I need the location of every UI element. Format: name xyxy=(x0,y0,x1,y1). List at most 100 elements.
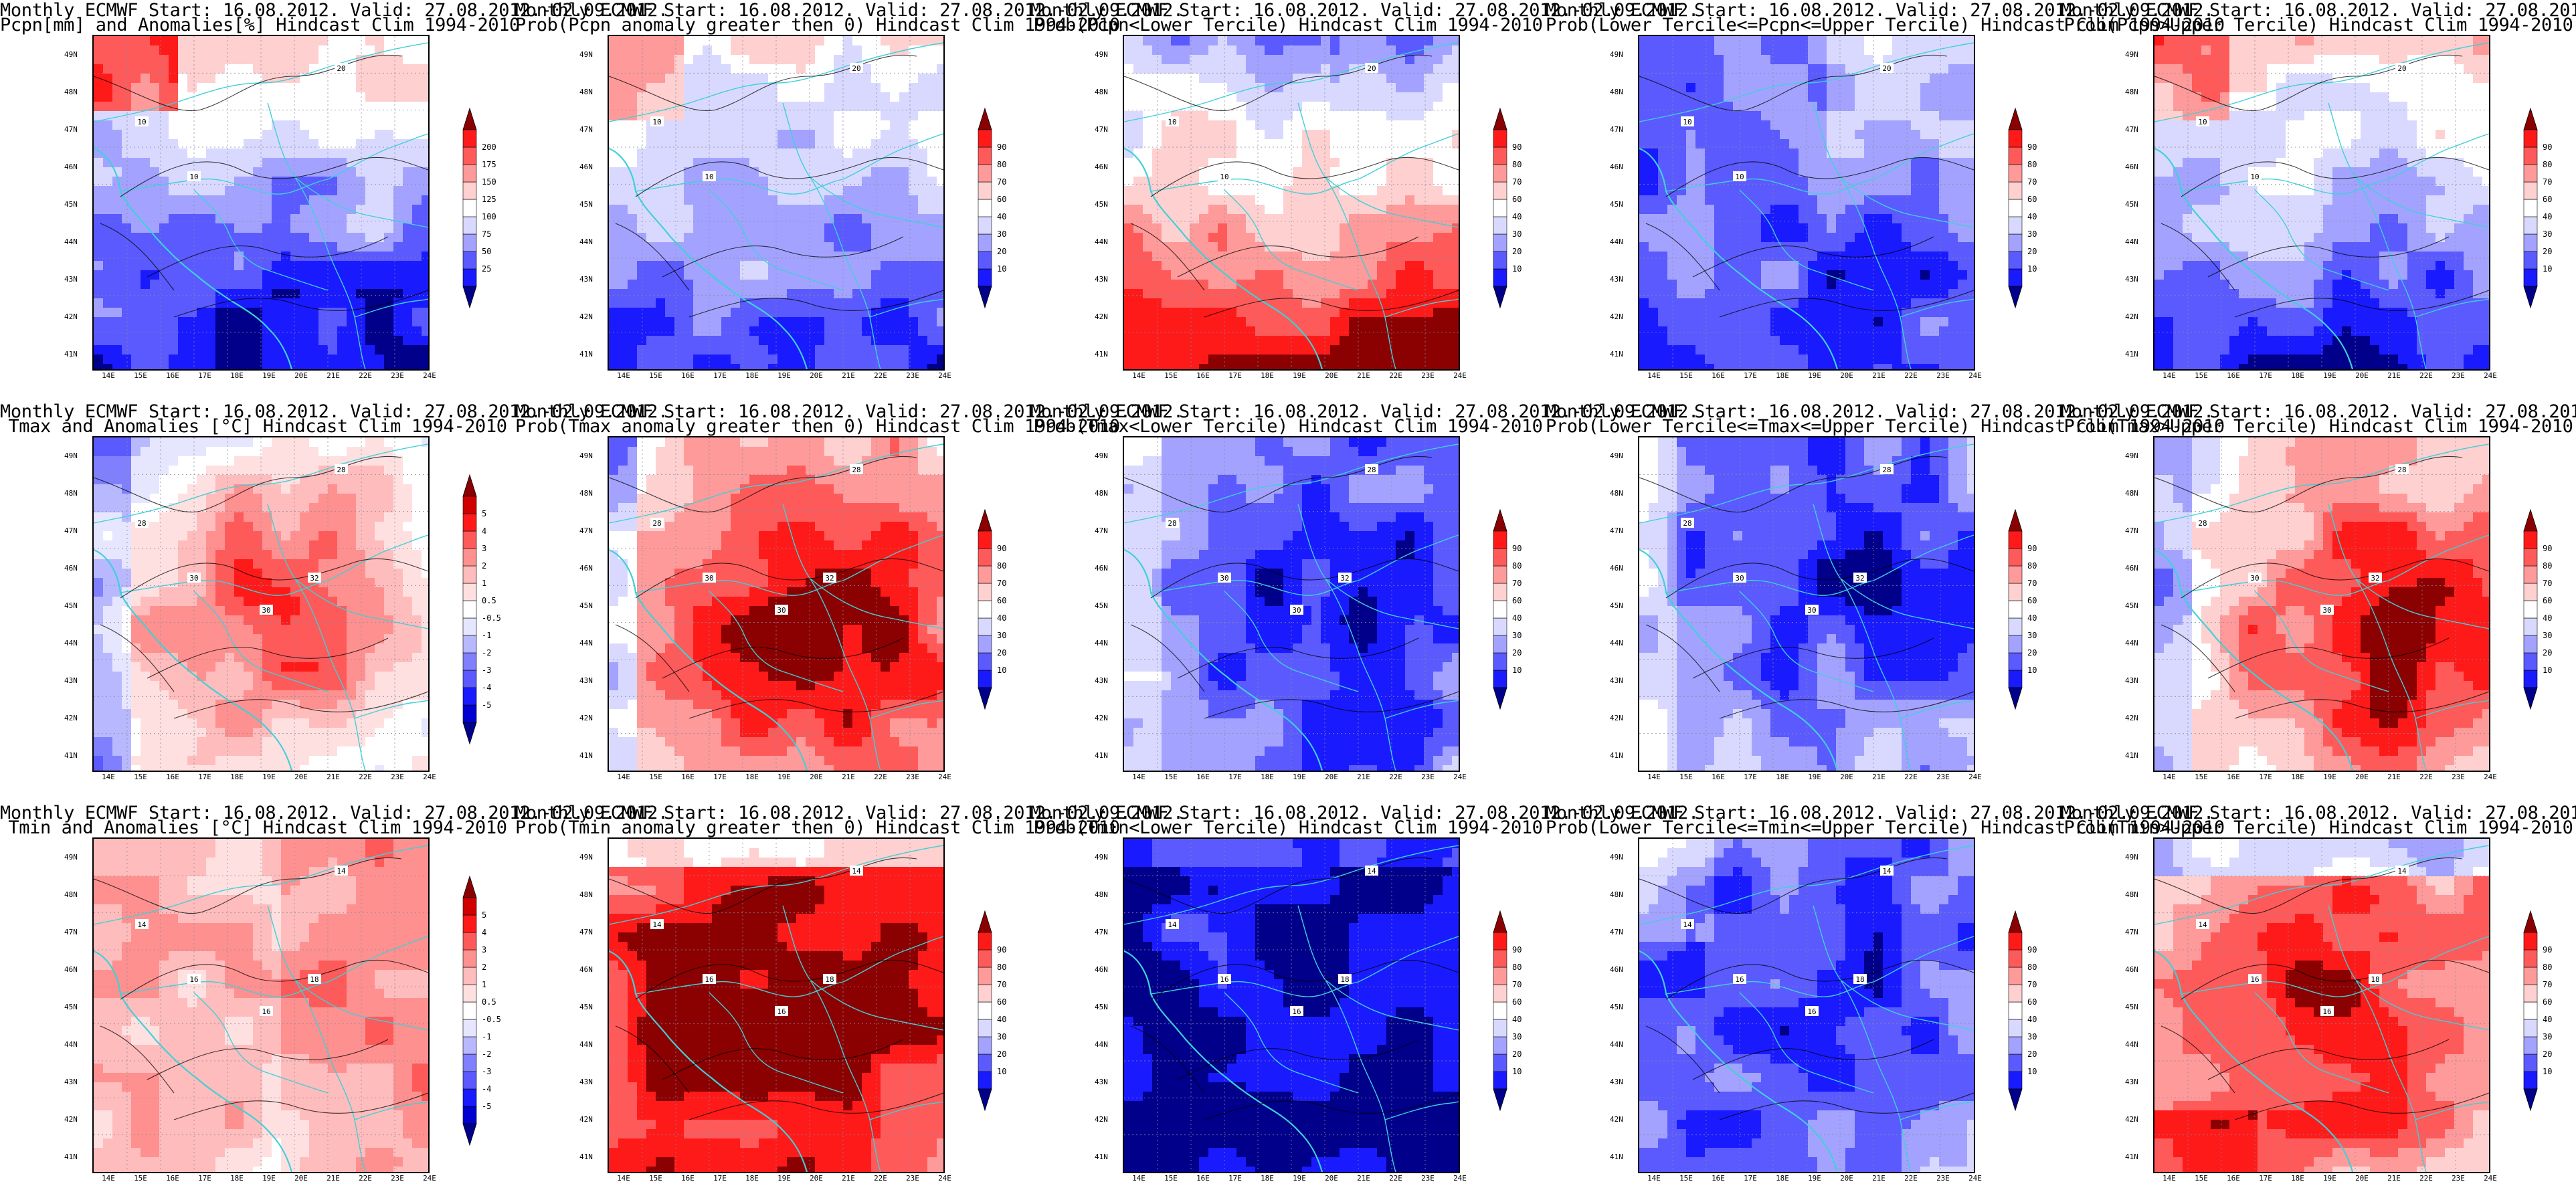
country-border xyxy=(1873,534,1974,581)
latitude-tick-label: 44N xyxy=(579,1041,593,1048)
colorbar-tick-label: 90 xyxy=(997,544,1006,553)
colorbar-swatch xyxy=(1493,1036,1507,1055)
colorbar-swatch xyxy=(2008,1071,2023,1090)
longitude-tick-label: 20E xyxy=(2355,372,2369,379)
colorbar-tick-label: 40 xyxy=(2027,1015,2037,1023)
longitude-tick-label: 18E xyxy=(745,1175,759,1182)
svg-text:20: 20 xyxy=(852,64,860,73)
latitude-tick-label: 47N xyxy=(579,928,593,936)
contour-line xyxy=(609,857,917,914)
country-border xyxy=(709,591,844,692)
colorbar-tick-label: 90 xyxy=(2543,143,2552,151)
latitude-tick-label: 43N xyxy=(1610,276,1623,283)
colorbar-tick-label: 3 xyxy=(482,946,486,954)
longitude-tick-label: 17E xyxy=(1228,773,1242,781)
colorbar-tick-label: 70 xyxy=(1512,178,1522,186)
colorbar-tick-label: 10 xyxy=(2027,666,2037,674)
latitude-tick-label: 45N xyxy=(2125,1003,2138,1011)
map-area[interactable]: 20 10 10 xyxy=(1123,35,1460,371)
colorbar-tick-label: 70 xyxy=(997,981,1006,989)
svg-text:10: 10 xyxy=(1220,173,1228,181)
forecast-panel: Monthly ECMWF Start: 16.08.2012. Valid: … xyxy=(1546,401,2225,803)
shaded-field xyxy=(609,36,943,369)
contour-line xyxy=(94,456,402,512)
colorbar-tick-label: 10 xyxy=(2027,265,2037,273)
longitude-tick-label: 23E xyxy=(906,372,919,379)
colorbar-swatch xyxy=(462,1036,477,1055)
latitude-tick-label: 47N xyxy=(64,928,78,936)
contour-label: 18 xyxy=(308,974,321,984)
contour-line xyxy=(100,223,175,291)
map-area[interactable]: 28 28 30 32 30 xyxy=(608,436,945,772)
contour-line xyxy=(662,236,904,278)
country-border xyxy=(1639,443,1974,524)
longitude-tick-label: 14E xyxy=(102,773,115,781)
latitude-tick-label: 44N xyxy=(1610,639,1623,647)
longitude-tick-label: 22E xyxy=(359,372,372,379)
map-area[interactable]: 20 10 10 xyxy=(2153,35,2490,371)
latitude-tick-label: 42N xyxy=(1095,714,1108,722)
latitude-tick-label: 49N xyxy=(1095,854,1108,861)
map-area[interactable]: 28 28 30 32 30 xyxy=(1123,436,1460,772)
colorbar-swatch xyxy=(1493,164,1507,183)
colorbar-swatch xyxy=(1493,949,1507,968)
map-area[interactable]: 14 14 16 18 16 xyxy=(92,837,430,1173)
map-area[interactable]: 28 28 30 32 30 xyxy=(1638,436,1975,772)
map-area[interactable]: 14 14 16 18 16 xyxy=(608,837,945,1173)
latitude-tick-label: 41N xyxy=(2125,752,2138,759)
country-border xyxy=(2328,102,2427,369)
colorbar-tick-label: 20 xyxy=(1512,1050,1522,1058)
forecast-panel: Monthly ECMWF Start: 16.08.2012. Valid: … xyxy=(1030,803,1699,1204)
colorbar-tick-label: 0.5 xyxy=(482,998,496,1006)
latitude-tick-label: 42N xyxy=(64,313,78,320)
contour-label: 16 xyxy=(260,1006,273,1016)
colorbar-min-arrow xyxy=(978,687,992,710)
contour-label: 28 xyxy=(1880,464,1894,474)
latitude-tick-label: 41N xyxy=(1095,1153,1108,1161)
contour-label: 28 xyxy=(1681,518,1694,528)
colorbar-swatch xyxy=(2523,617,2538,636)
colorbar-min-arrow xyxy=(2523,687,2538,710)
colorbar-swatch xyxy=(978,268,992,287)
colorbar-tick-label: 70 xyxy=(1512,579,1522,587)
longitude-tick-label: 19E xyxy=(1293,773,1306,781)
map-area[interactable]: 20 10 10 xyxy=(608,35,945,371)
longitude-tick-label: 22E xyxy=(1904,372,1918,379)
colorbar-swatch xyxy=(2008,268,2023,287)
longitude-tick-label: 23E xyxy=(1421,773,1435,781)
panel-subtitle: Prob(Tmin anomaly greater then 0) Hindca… xyxy=(515,819,1120,837)
map-area[interactable]: 20 10 10 xyxy=(92,35,430,371)
colorbar-tick-label: 80 xyxy=(2543,562,2552,570)
map-area[interactable]: 28 28 30 32 30 xyxy=(92,436,430,772)
contour-line xyxy=(1692,637,1934,679)
longitude-tick-label: 17E xyxy=(1744,1175,1757,1182)
latitude-tick-label: 43N xyxy=(1610,1078,1623,1086)
contour-line xyxy=(120,558,428,599)
longitude-tick-label: 22E xyxy=(874,372,887,379)
colorbar: 10 20 30 40 60 70 80 90 xyxy=(1493,107,1528,309)
colorbar-swatch xyxy=(978,146,992,165)
map-area[interactable]: 14 14 16 18 16 xyxy=(1638,837,1975,1173)
country-border xyxy=(1739,591,1874,692)
latitude-tick-label: 41N xyxy=(2125,1153,2138,1161)
map-area[interactable]: 14 14 16 18 16 xyxy=(1123,837,1460,1173)
colorbar-swatch xyxy=(978,530,992,549)
map-area[interactable]: 28 28 30 32 30 xyxy=(2153,436,2490,772)
map-area[interactable]: 20 10 10 xyxy=(1638,35,1975,371)
longitude-tick-label: 15E xyxy=(1164,773,1178,781)
contour-label: 10 xyxy=(703,171,716,181)
latitude-tick-label: 44N xyxy=(2125,238,2138,245)
latitude-tick-label: 41N xyxy=(64,350,78,358)
colorbar-tick-label: 150 xyxy=(482,178,496,186)
longitude-tick-label: 16E xyxy=(2227,372,2240,379)
colorbar: -5 -4 -3 -2 -1 -0.5 0.5 1 2 3 4 5 xyxy=(462,474,501,745)
longitude-tick-label: 18E xyxy=(1776,1175,1789,1182)
colorbar-swatch xyxy=(2008,967,2023,985)
colorbar-swatch xyxy=(2008,670,2023,688)
panel-subtitle: Prob(Pcpn<Lower Tercile) Hindcast Clim 1… xyxy=(1030,16,1546,34)
colorbar-max-arrow xyxy=(1493,508,1507,532)
map-area[interactable]: 14 14 16 18 16 xyxy=(2153,837,2490,1173)
contour-label: 20 xyxy=(1880,63,1894,73)
svg-text:10: 10 xyxy=(1168,118,1176,126)
colorbar-tick-label: 70 xyxy=(2543,178,2552,186)
